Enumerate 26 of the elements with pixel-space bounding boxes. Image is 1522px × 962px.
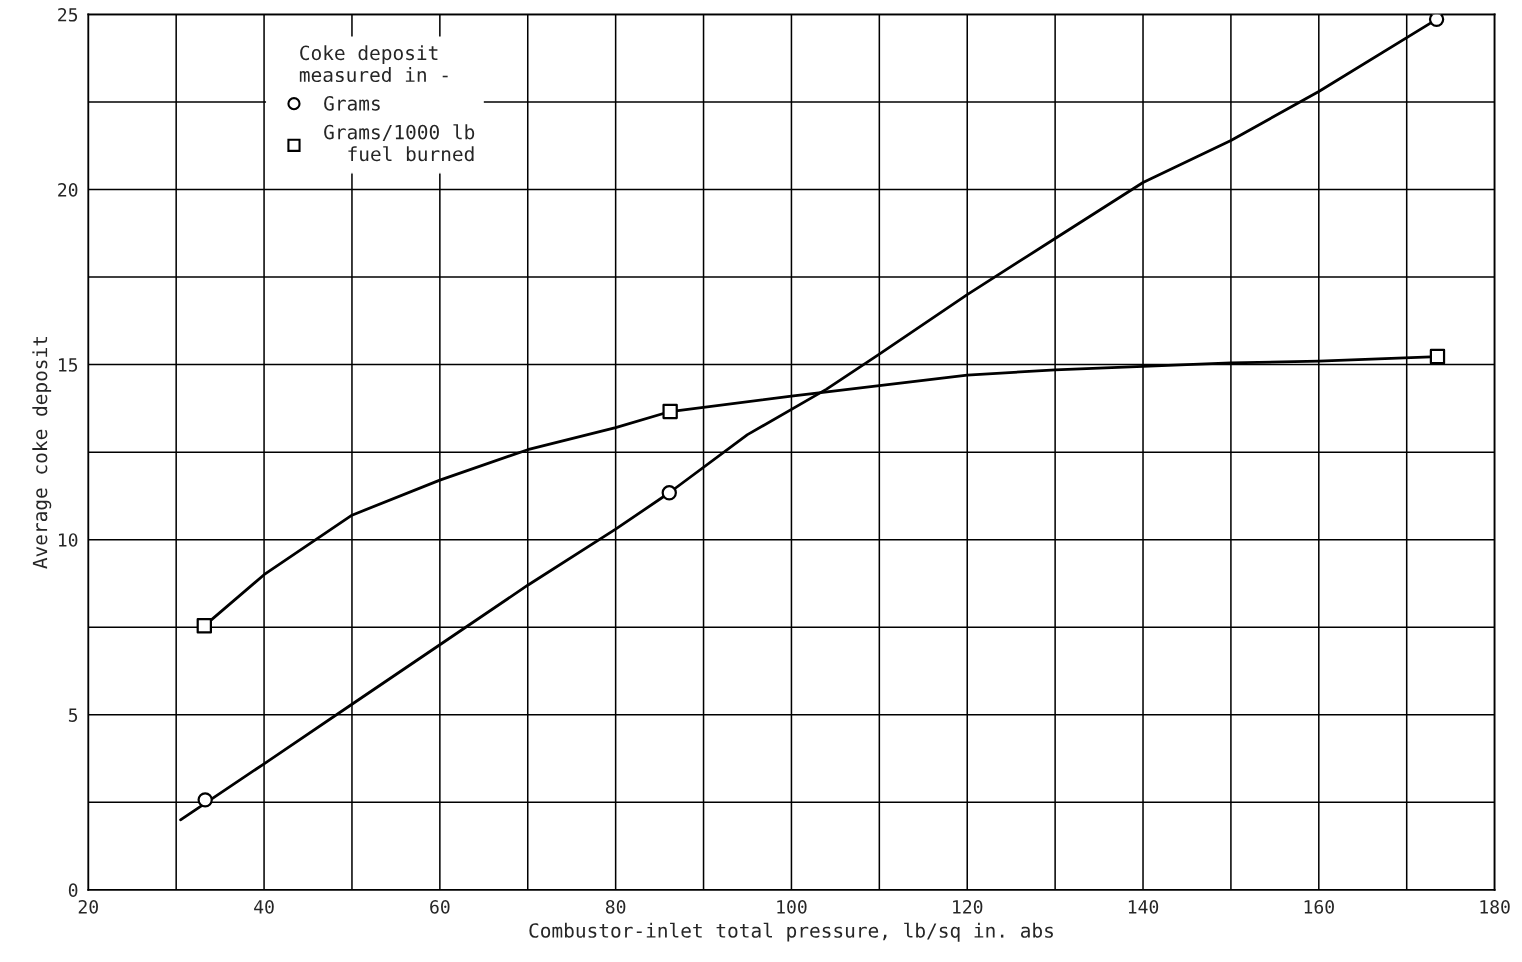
y-tick-label: 5 <box>68 708 78 722</box>
point <box>662 403 678 420</box>
x-tick-label: 40 <box>254 899 274 914</box>
legend-title: Coke deposit measured in - <box>299 45 448 83</box>
y-axis-title: Average coke deposit <box>32 336 52 569</box>
legend-label: Grams <box>324 96 380 111</box>
x-tick-label: 180 <box>1480 899 1510 914</box>
y-tick-label: 10 <box>58 533 78 547</box>
y-tick-label: 15 <box>58 358 78 372</box>
point <box>197 792 213 808</box>
point <box>1429 348 1446 365</box>
y-tick-label: 20 <box>58 183 78 197</box>
x-tick-label: 20 <box>78 899 98 914</box>
point <box>1428 14 1445 28</box>
x-tick-label: 160 <box>1304 899 1334 914</box>
point <box>196 618 212 634</box>
x-tick-label: 120 <box>953 899 983 914</box>
x-axis-title: Combustor-inlet total pressure, lb/sq in. abs <box>529 922 1053 942</box>
x-tick-label: 100 <box>777 899 807 914</box>
legend-label: Grams/1000 lb fuel burned <box>324 124 475 162</box>
x-tick-label: 60 <box>430 899 450 914</box>
x-tick-label: 80 <box>605 899 626 914</box>
y-tick-label: 25 <box>58 7 78 22</box>
x-tick-label: 140 <box>1128 899 1159 914</box>
y-tick-label: 0 <box>68 883 78 898</box>
point <box>661 485 677 501</box>
